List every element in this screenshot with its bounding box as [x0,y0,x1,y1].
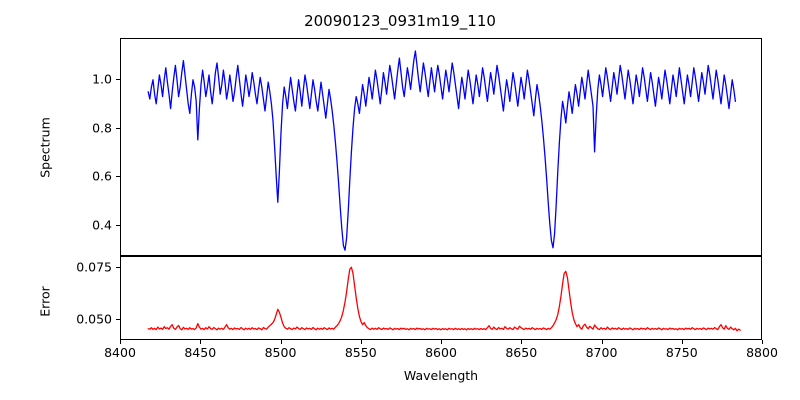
x-tick-mark [280,340,282,344]
x-tick-label: 8700 [585,345,618,360]
spectrum-axes [120,38,762,256]
figure-title: 20090123_0931m19_110 [304,12,496,30]
x-axis-label: Wavelength [403,368,479,383]
x-tick-mark [521,340,523,344]
error-axis-label: Error [37,286,53,317]
x-tick-label: 8550 [344,345,377,360]
error-axes [120,256,762,340]
spectrum-ytick-label: 0.4 [92,217,112,232]
spectrum-ytick-label: 0.6 [92,168,112,184]
x-tick-mark [120,340,122,344]
x-tick-label: 8450 [184,345,217,360]
spectrum-ytick-label: 1.0 [92,71,112,87]
spectrum-ytick-mark [116,176,120,178]
error-ytick-label: 0.050 [76,311,112,327]
spectrum-ytick-mark [116,79,120,81]
x-tick-label: 8650 [505,345,538,360]
error-ytick-mark [116,266,120,268]
error-ytick-mark [116,319,120,321]
x-tick-mark [441,340,443,344]
x-tick-mark [601,340,603,344]
spectrum-ytick-mark [116,127,120,129]
spectrum-plot-line [121,39,761,255]
x-tick-label: 8750 [665,345,698,360]
x-tick-mark [762,340,764,344]
x-tick-label: 8600 [425,345,457,360]
x-tick-label: 8400 [104,345,136,360]
x-tick-mark [681,340,683,344]
spectrum-axis-label: Spectrum [37,117,53,178]
spectrum-ytick-mark [116,224,120,226]
error-ytick-label: 0.075 [76,259,112,274]
x-tick-mark [360,340,362,344]
spectrum-ytick-label: 0.8 [92,120,112,136]
x-tick-label: 8800 [746,345,778,360]
x-tick-mark [200,340,202,344]
x-tick-label: 8500 [264,345,297,360]
error-plot-line [121,257,761,339]
